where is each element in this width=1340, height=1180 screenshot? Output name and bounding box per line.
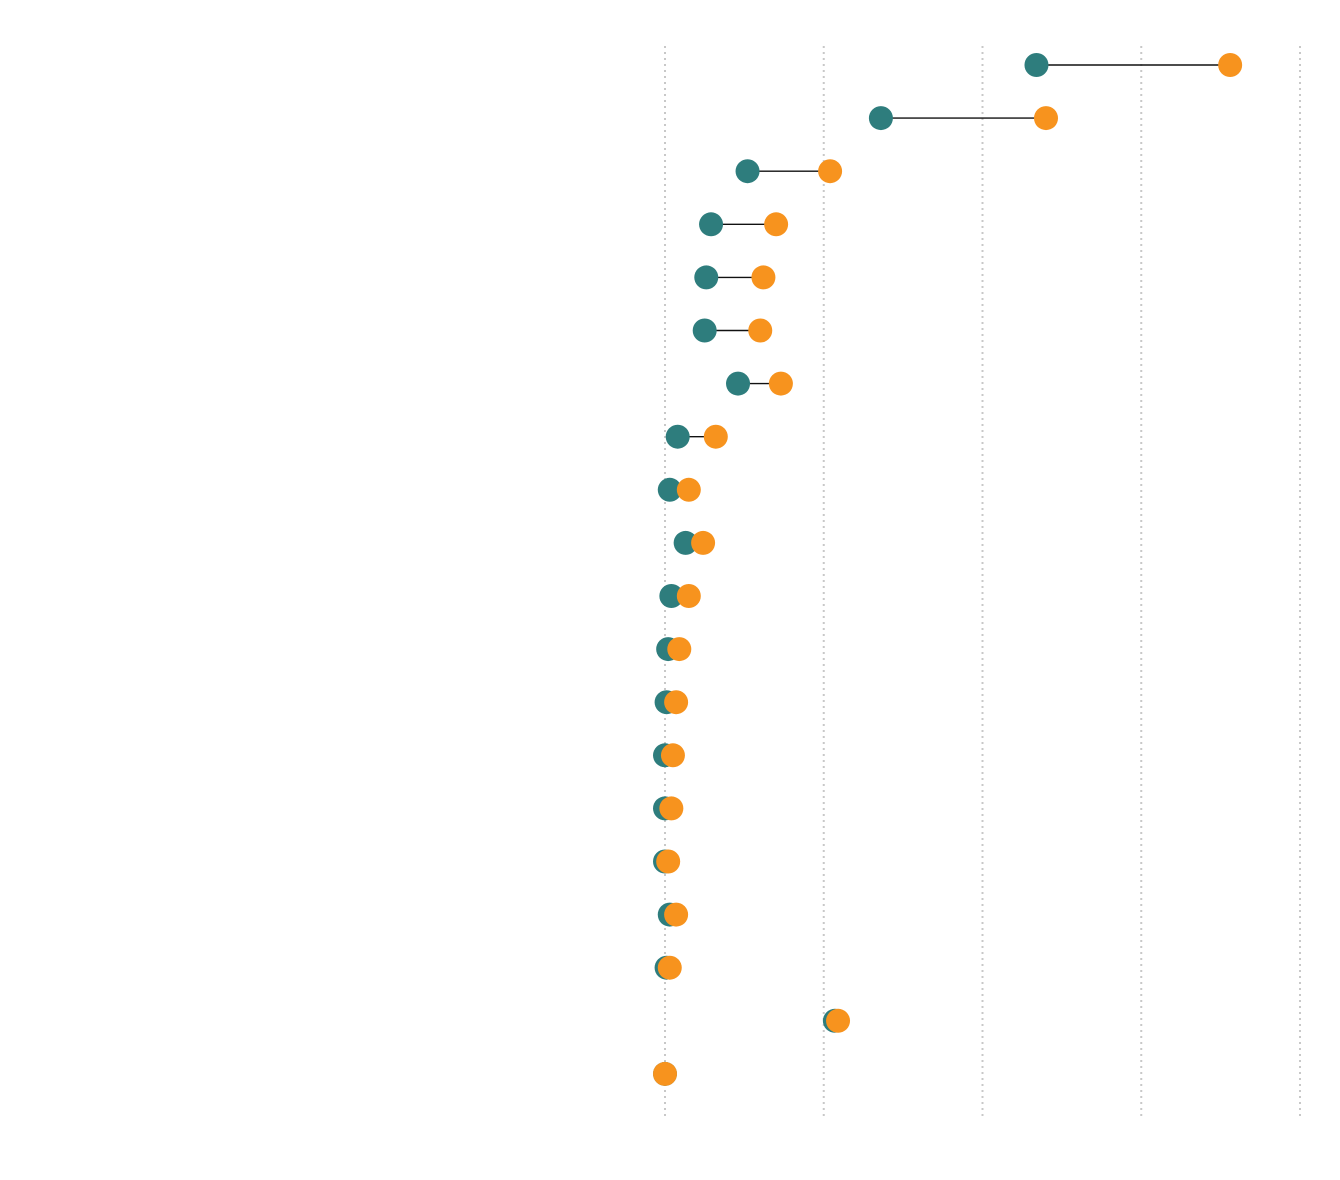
start-point bbox=[665, 424, 690, 449]
end-point bbox=[764, 212, 789, 237]
start-point bbox=[868, 106, 893, 131]
end-point bbox=[826, 1008, 851, 1033]
dumbbell-row bbox=[656, 637, 692, 662]
end-point bbox=[657, 955, 682, 980]
end-point bbox=[691, 530, 716, 555]
dumbbell-row bbox=[822, 1008, 851, 1033]
end-point bbox=[1034, 106, 1058, 131]
end-point bbox=[653, 1061, 677, 1086]
dumbbell-row bbox=[692, 318, 773, 343]
dumbbell-row bbox=[653, 1061, 677, 1086]
dumbbell-row bbox=[665, 424, 728, 449]
start-point bbox=[659, 584, 684, 608]
dumbbell-row bbox=[653, 849, 681, 874]
dumbbell-row bbox=[699, 212, 789, 237]
dumbbell-row bbox=[726, 371, 793, 396]
start-point bbox=[735, 159, 760, 184]
dumbbell-row bbox=[673, 530, 716, 555]
end-point bbox=[659, 796, 684, 821]
end-point bbox=[660, 743, 685, 768]
dumbbell-row bbox=[694, 265, 776, 290]
chart-rows bbox=[653, 53, 1243, 1086]
start-point bbox=[694, 265, 719, 290]
dumbbell-row bbox=[659, 584, 701, 608]
end-point bbox=[768, 371, 793, 396]
gridlines bbox=[664, 46, 1301, 1116]
end-point bbox=[676, 584, 701, 608]
end-point bbox=[748, 318, 773, 343]
end-point bbox=[1218, 53, 1243, 77]
end-point bbox=[751, 265, 776, 290]
start-point bbox=[692, 318, 717, 343]
dumbbell-row bbox=[657, 477, 701, 502]
start-point bbox=[699, 212, 724, 237]
dumbbell-row bbox=[654, 955, 682, 980]
end-point bbox=[656, 849, 681, 874]
end-point bbox=[703, 424, 728, 449]
start-point bbox=[726, 371, 751, 396]
start-point bbox=[673, 530, 698, 555]
dumbbell-row bbox=[1024, 53, 1243, 77]
dumbbell-row bbox=[654, 690, 689, 715]
end-point bbox=[667, 637, 692, 662]
dumbbell-row bbox=[735, 159, 843, 184]
dumbbell-row bbox=[657, 902, 689, 927]
dumbbell-row bbox=[868, 106, 1058, 131]
end-point bbox=[664, 690, 689, 715]
end-point bbox=[664, 902, 689, 927]
dumbbell-row bbox=[653, 796, 684, 821]
start-point bbox=[1024, 53, 1049, 77]
end-point bbox=[676, 477, 701, 502]
end-point bbox=[818, 159, 843, 184]
dumbbell-row bbox=[653, 743, 685, 768]
start-point bbox=[657, 477, 682, 502]
